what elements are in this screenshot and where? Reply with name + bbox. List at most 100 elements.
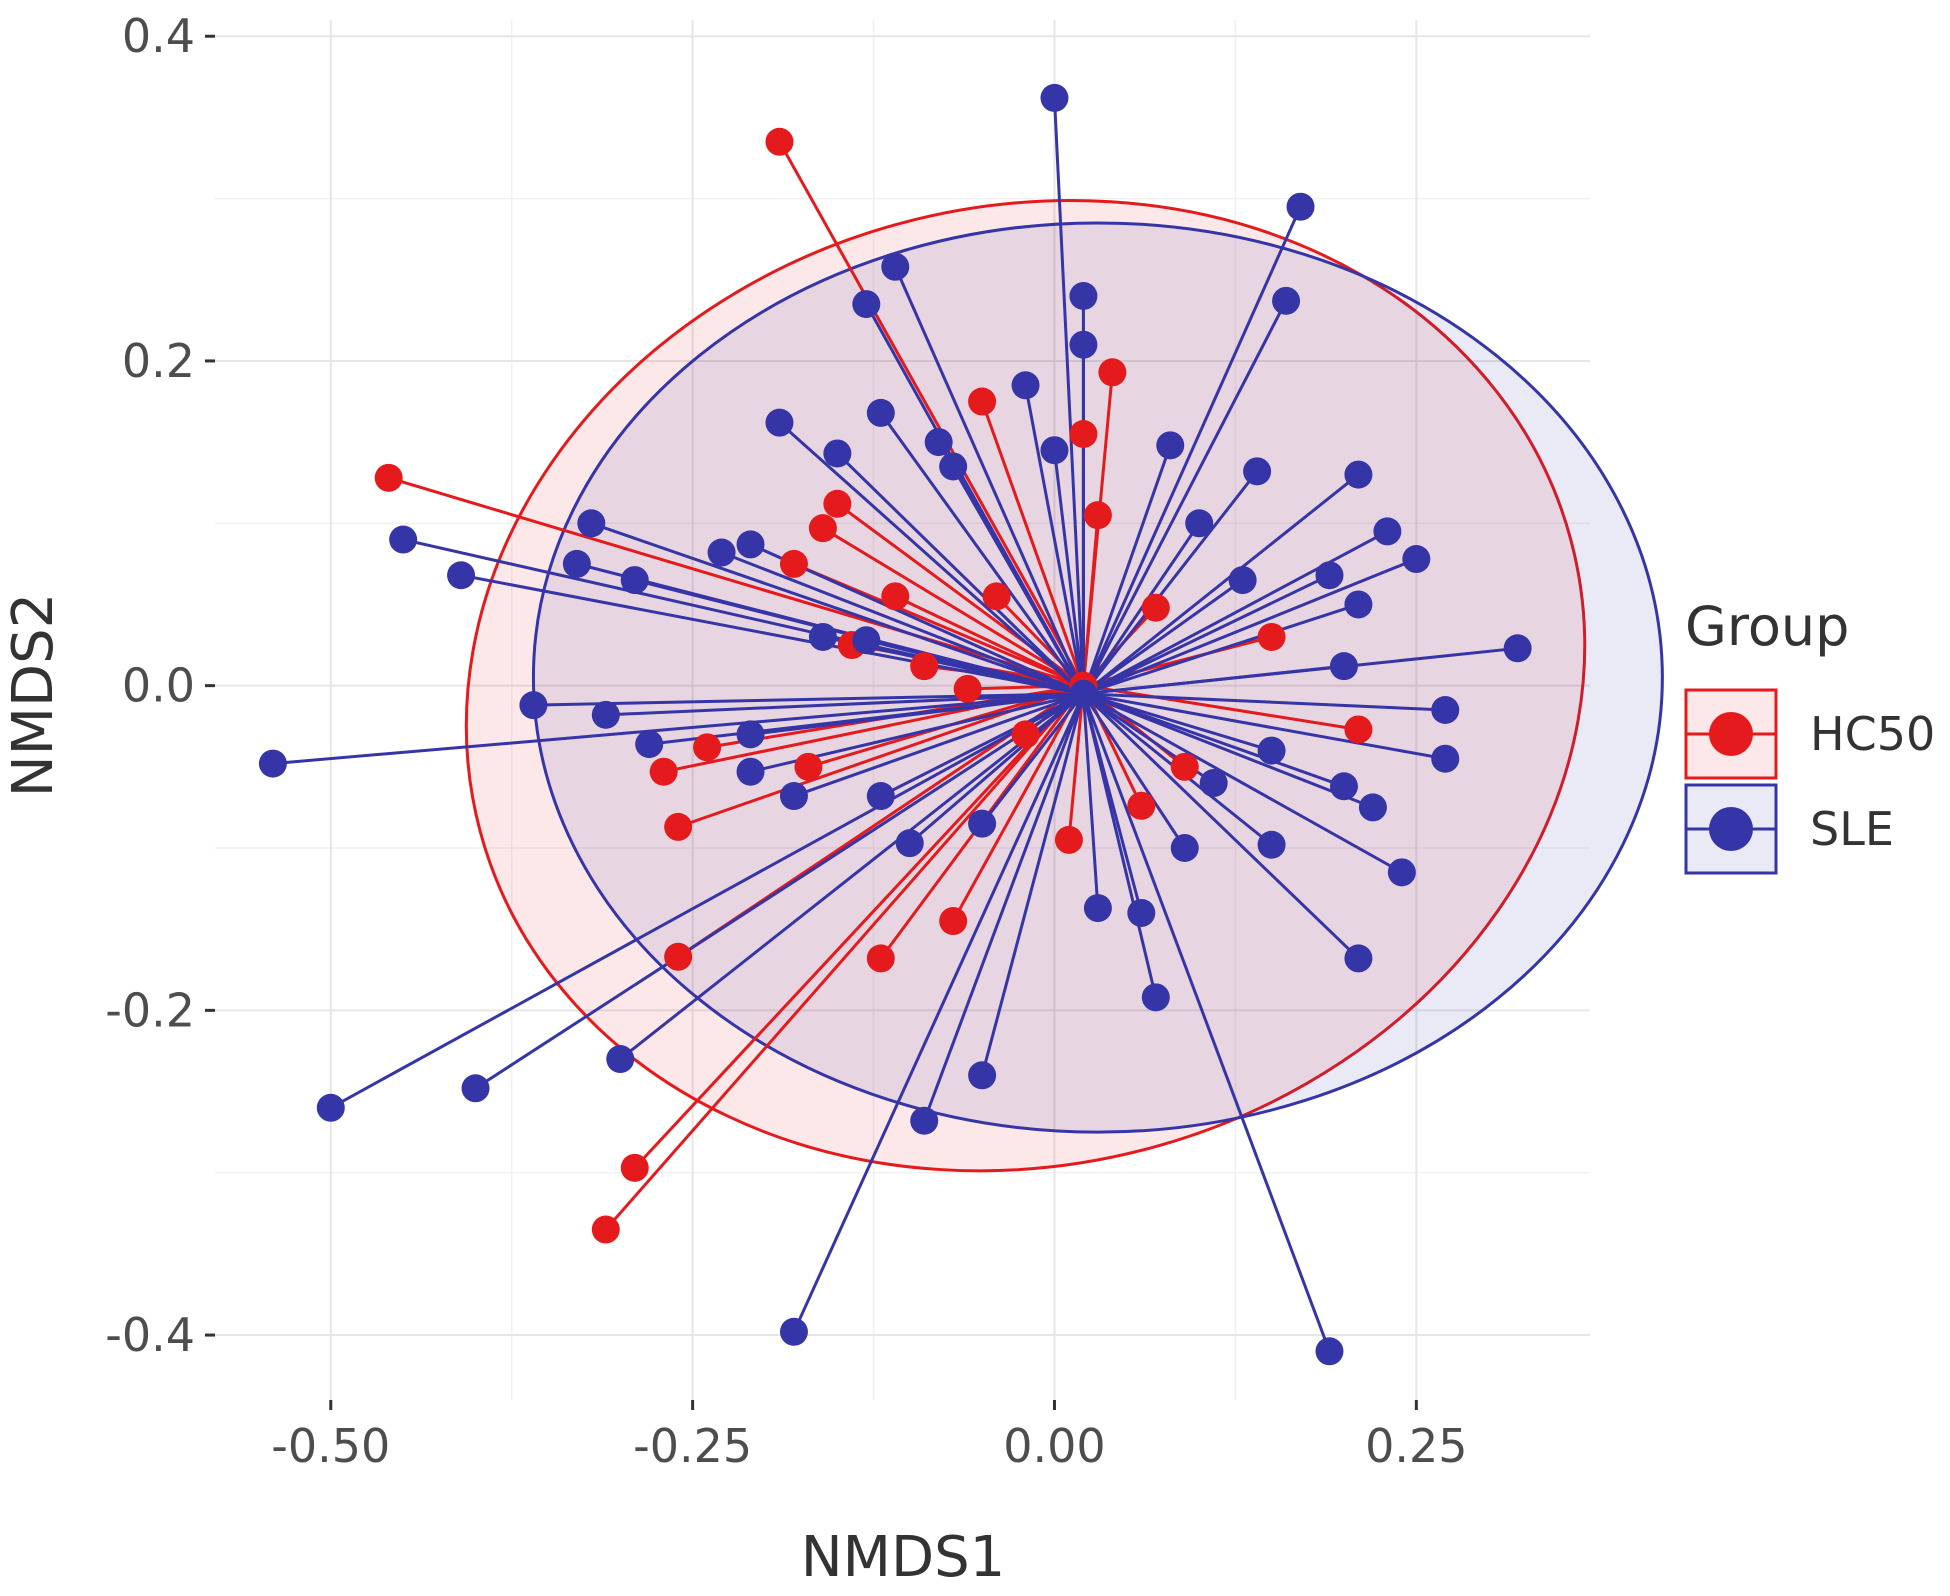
spider-segment-sle (980, 693, 1085, 1076)
data-point-sle (910, 1106, 939, 1135)
data-point-sle (606, 1045, 635, 1074)
data-point-sle (1344, 460, 1373, 489)
data-point-hc50 (779, 549, 808, 578)
data-point-sle (1503, 634, 1532, 663)
data-point-sle (1199, 769, 1228, 798)
spider-segment-hc50 (1082, 684, 1143, 807)
spider-segment-sle (1082, 692, 1273, 753)
data-point-sle (461, 1074, 490, 1103)
spider-segment-sle (1082, 522, 1201, 695)
data-point-sle (389, 525, 418, 554)
data-point-sle (1069, 330, 1098, 359)
spider-segment-hc50 (633, 684, 1085, 1169)
data-point-hc50 (693, 733, 722, 762)
x-tick-label: -0.50 (271, 1419, 390, 1473)
legend-key-point-hc50 (1709, 712, 1753, 756)
data-point-hc50 (1054, 825, 1083, 854)
data-point-hc50 (1083, 501, 1112, 530)
x-tick-label: 0.25 (1365, 1419, 1467, 1473)
spider-segment-sle (1082, 444, 1172, 695)
spider-segment-sle (1083, 692, 1446, 712)
data-point-hc50 (1344, 715, 1373, 744)
spider-segment-sle (922, 693, 1085, 1122)
data-point-sle (635, 730, 664, 759)
data-point-hc50 (1127, 791, 1156, 820)
data-point-sle (895, 829, 924, 858)
spider-segment-sle (1082, 578, 1244, 695)
spider-segment-sle (879, 412, 1085, 695)
data-point-sle (1040, 436, 1069, 465)
data-point-sle (808, 622, 837, 651)
spider-segment-sle (1052, 450, 1085, 694)
point-layer (258, 83, 1532, 1366)
data-point-sle (1243, 457, 1272, 486)
data-point-sle (1170, 834, 1199, 862)
data-point-hc50 (1141, 593, 1170, 622)
data-point-sle (866, 782, 895, 811)
spider-segment-sle (1082, 573, 1331, 696)
data-point-sle (1431, 696, 1460, 724)
data-point-sle (765, 408, 794, 437)
data-point-sle (968, 1061, 997, 1090)
data-point-sle (1040, 83, 1069, 112)
data-point-sle (1156, 431, 1185, 460)
data-point-hc50 (866, 944, 895, 973)
spider-segment-sle (1082, 557, 1417, 696)
data-point-hc50 (374, 463, 403, 492)
spider-segment-sle (1082, 692, 1403, 874)
x-axis-title: NMDS1 (801, 1525, 1006, 1590)
spider-segment-sle (605, 692, 1084, 717)
data-point-hc50 (664, 812, 693, 841)
data-point-sle (591, 700, 620, 729)
data-point-sle (1286, 192, 1315, 221)
data-point-sle (823, 439, 852, 468)
spider-segment-sle (460, 573, 1084, 696)
spider-segment-sle (792, 693, 1085, 1333)
data-point-hc50 (664, 942, 693, 971)
data-point-sle (1431, 744, 1460, 773)
ellipse-layer (464, 199, 1664, 1173)
confidence-ellipse-hc50 (464, 199, 1587, 1173)
data-point-sle (866, 398, 895, 427)
data-point-sle (1083, 894, 1112, 923)
data-point-sle (852, 626, 881, 655)
spider-segment-hc50 (604, 684, 1085, 1231)
y-tick-label: 0.2 (122, 334, 195, 388)
data-point-hc50 (910, 652, 939, 681)
data-point-sle (1344, 590, 1373, 619)
spider-segment-hc50 (1067, 685, 1085, 841)
data-point-sle (1329, 772, 1358, 801)
data-point-sle (1402, 545, 1431, 574)
spider-segment-hc50 (980, 401, 1085, 687)
axis-layer: -0.50 -0.25 0.00 0.25 -0.4 -0.2 0.0 0.2 0.4 (105, 9, 1467, 1473)
data-point-sle (1141, 983, 1170, 1012)
spider-segment-sle (1082, 692, 1345, 788)
data-point-hc50 (1257, 622, 1286, 651)
spider-segment-sle (590, 521, 1084, 696)
data-point-hc50 (649, 757, 678, 786)
data-point-hc50 (1011, 720, 1040, 749)
spider-segment-sle (619, 692, 1085, 1061)
spider-segment-sle (330, 692, 1085, 1110)
spider-segment-sle (1052, 97, 1085, 694)
data-point-hc50 (823, 489, 852, 518)
spider-segment-hc50 (388, 476, 1084, 688)
data-point-sle (1127, 898, 1156, 927)
spider-segment-sle (778, 421, 1085, 695)
spider-segment-sle (980, 692, 1085, 825)
spider-segment-sle (272, 692, 1084, 766)
data-point-hc50 (881, 582, 910, 611)
spider-segment-sle (1083, 692, 1446, 761)
data-point-sle (519, 691, 548, 720)
data-point-sle (258, 749, 287, 778)
spider-segment-hc50 (1083, 684, 1359, 731)
data-point-hc50 (794, 752, 823, 781)
data-point-sle (779, 782, 808, 811)
data-point-sle (1272, 286, 1301, 315)
data-point-sle (852, 290, 881, 319)
data-point-sle (939, 452, 968, 481)
spider-segment-sle (1082, 206, 1302, 695)
legend-label-sle: SLE (1810, 802, 1894, 856)
data-point-sle (968, 809, 997, 838)
spider-segment-sle (474, 692, 1085, 1090)
